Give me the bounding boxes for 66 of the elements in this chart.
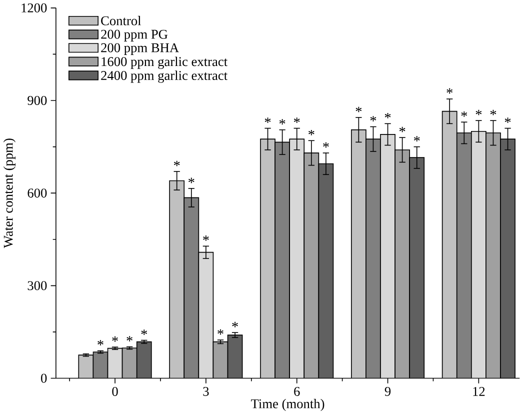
data-label: * bbox=[461, 111, 468, 117]
data-label: * bbox=[264, 117, 271, 123]
data-label: * bbox=[370, 116, 376, 122]
data-label: * bbox=[504, 117, 511, 123]
data-label: * bbox=[414, 136, 420, 142]
y-tick-label: 0 bbox=[41, 374, 47, 383]
data-label: * bbox=[384, 112, 391, 118]
bar bbox=[366, 138, 380, 378]
y-tick-label: 900 bbox=[28, 96, 47, 105]
y-tick-label: 600 bbox=[28, 188, 47, 198]
bar bbox=[136, 342, 152, 378]
data-label: * bbox=[232, 322, 238, 327]
bar bbox=[456, 132, 472, 378]
y-axis-title: Water content (ppm) bbox=[3, 138, 16, 248]
bar bbox=[108, 348, 122, 378]
bar bbox=[198, 252, 214, 378]
data-label: * bbox=[356, 106, 362, 112]
bar bbox=[260, 138, 276, 378]
x-tick-label: 6 bbox=[294, 386, 300, 396]
bar bbox=[275, 142, 290, 378]
bar bbox=[500, 138, 516, 378]
bar bbox=[304, 152, 319, 378]
x-axis-title: Time (month) bbox=[251, 398, 324, 411]
data-label: * bbox=[141, 329, 148, 335]
data-label: * bbox=[294, 117, 300, 123]
bar bbox=[410, 157, 424, 378]
bar bbox=[93, 352, 108, 378]
bar bbox=[184, 197, 199, 378]
data-label: * bbox=[308, 130, 314, 136]
legend-label: 200 ppm BHA bbox=[101, 43, 179, 55]
x-tick-label: 12 bbox=[473, 386, 485, 396]
bar bbox=[380, 134, 396, 378]
bar bbox=[122, 348, 137, 378]
legend-label: Control bbox=[101, 16, 142, 26]
bar bbox=[318, 164, 334, 378]
bar bbox=[486, 132, 501, 378]
x-tick-label: 9 bbox=[384, 386, 391, 396]
x-tick-label: 0 bbox=[112, 386, 118, 396]
data-label: * bbox=[446, 88, 452, 94]
legend-label: 2400 ppm garlic extract bbox=[101, 70, 228, 83]
data-label: * bbox=[218, 329, 224, 334]
bar bbox=[78, 354, 94, 378]
bar bbox=[395, 150, 410, 378]
x-tick-label: 3 bbox=[203, 386, 209, 396]
bar bbox=[471, 130, 486, 378]
data-label: * bbox=[490, 110, 496, 115]
data-label: * bbox=[203, 235, 209, 241]
data-label: * bbox=[279, 118, 286, 124]
legend-label: 200 ppm PG bbox=[101, 30, 168, 42]
y-tick-label: 1200 bbox=[22, 3, 47, 12]
data-label: * bbox=[174, 160, 180, 166]
data-label: * bbox=[98, 340, 104, 346]
legend-label: 1600 ppm garlic extract bbox=[102, 56, 228, 69]
bar bbox=[213, 342, 228, 378]
data-label: * bbox=[188, 178, 194, 183]
bar bbox=[351, 130, 366, 378]
data-label: * bbox=[126, 336, 132, 342]
bar bbox=[290, 138, 304, 378]
bar bbox=[442, 110, 458, 378]
y-tick-label: 300 bbox=[28, 280, 47, 290]
bar bbox=[170, 180, 184, 378]
data-label: * bbox=[476, 110, 482, 115]
data-label: * bbox=[323, 142, 329, 148]
data-label: * bbox=[112, 336, 118, 342]
bar bbox=[228, 334, 242, 378]
data-label: * bbox=[399, 126, 406, 132]
